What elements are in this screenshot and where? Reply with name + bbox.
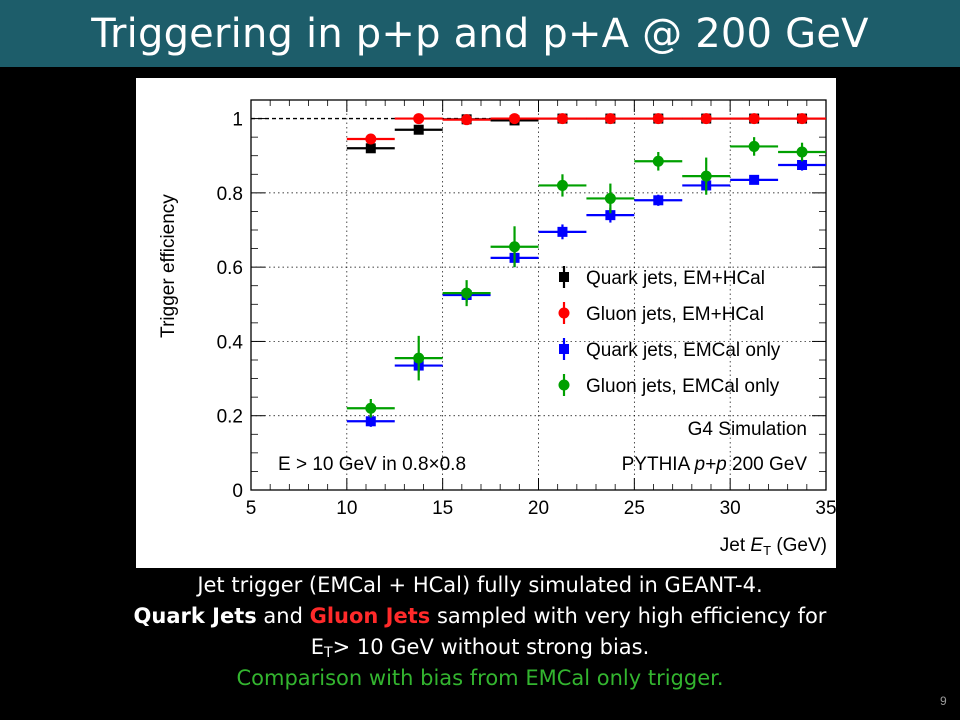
legend-label: Quark jets, EMCal only (586, 340, 781, 361)
data-point-circle (461, 287, 473, 299)
x-axis-label-unit: (GeV) (771, 535, 827, 556)
legend-item-4: Gluon jets, EMCal only (558, 374, 780, 397)
data-point-circle (796, 113, 808, 125)
data-point-square (653, 195, 664, 206)
slide-number: 9 (940, 694, 947, 708)
x-axis-label-pre: Jet (720, 535, 751, 556)
legend-item-2: Gluon jets, EM+HCal (558, 302, 764, 325)
data-point-circle (700, 170, 712, 182)
data-point-square (557, 226, 568, 237)
data-point-circle (604, 192, 616, 204)
annotation-pythia-process: p+p (693, 454, 726, 475)
data-series (346, 113, 826, 427)
data-point-square (749, 174, 760, 185)
y-axis-label: Trigger efficiency (158, 194, 179, 338)
legend-label: Gluon jets, EM+HCal (586, 304, 764, 325)
legend-item-3: Quark jets, EMCal only (559, 338, 781, 361)
caption-and: and (256, 604, 310, 628)
y-tick-label: 0 (232, 481, 243, 502)
x-axis-label-var: E (750, 535, 763, 556)
series-4 (346, 137, 826, 418)
caption-gluon-jets: Gluon Jets (309, 604, 431, 628)
caption-line-3: ET> 10 GeV without strong bias. (0, 632, 960, 663)
data-point-circle (365, 133, 377, 145)
x-tick-label: 25 (624, 498, 645, 519)
y-tick-label: 0.2 (217, 407, 243, 428)
data-point-circle (509, 241, 521, 253)
data-point-circle (700, 113, 712, 125)
x-tick-label: 30 (720, 498, 741, 519)
data-point-circle (365, 402, 377, 414)
y-tick-label: 0.6 (217, 258, 243, 279)
legend-marker-square (559, 272, 569, 282)
caption-quark-jets: Quark Jets (133, 604, 257, 628)
data-point-square (605, 210, 616, 221)
y-tick-label: 0.4 (217, 332, 244, 353)
x-ticks: 5 10 15 20 25 30 35 (246, 100, 836, 519)
x-tick-label: 10 (336, 498, 357, 519)
y-tick-label: 1 (232, 110, 243, 131)
caption-line-4: Comparison with bias from EMCal only tri… (236, 666, 724, 690)
x-axis-label-sub: T (763, 543, 771, 558)
data-point-square (413, 124, 424, 135)
caption-line-2-rest: sampled with very high efficiency for (430, 604, 827, 628)
data-point-circle (652, 155, 664, 167)
annotation-pythia: PYTHIA p+p 200 GeV (622, 454, 808, 475)
data-point-circle (413, 352, 425, 364)
legend-marker-square (559, 344, 569, 354)
x-axis-label: Jet ET (GeV) (720, 535, 827, 558)
annotation-energy-cut: E > 10 GeV in 0.8×0.8 (278, 454, 466, 475)
annotation-g4: G4 Simulation (688, 419, 807, 440)
data-point-square (797, 160, 808, 170)
x-tick-label: 20 (528, 498, 549, 519)
y-tick-label: 0.8 (217, 184, 243, 205)
legend-label: Quark jets, EM+HCal (586, 268, 765, 289)
data-point-square (365, 416, 376, 427)
x-tick-label: 35 (815, 498, 836, 519)
caption-line-1: Jet trigger (EMCal + HCal) fully simulat… (197, 573, 763, 597)
legend-marker-circle (558, 379, 570, 391)
slide-title: Triggering in p+p and p+A @ 200 GeV (91, 10, 869, 57)
data-point-circle (796, 146, 808, 158)
legend-marker-circle (558, 307, 570, 319)
data-point-circle (556, 113, 568, 125)
efficiency-chart: 5 10 15 20 25 30 35 0 0.2 0.4 0.6 0.8 1 Quark jets,… (158, 99, 836, 558)
data-point-circle (748, 113, 760, 125)
data-point-circle (556, 179, 568, 191)
data-point-circle (461, 114, 473, 126)
series-2 (346, 113, 826, 145)
x-tick-label: 15 (432, 498, 453, 519)
data-point-circle (509, 113, 521, 125)
data-point-circle (604, 113, 616, 125)
chart-panel: 5 10 15 20 25 30 35 0 0.2 0.4 0.6 0.8 1 Quark jets,… (136, 78, 836, 568)
data-point-circle (652, 113, 664, 125)
caption: Jet trigger (EMCal + HCal) fully simulat… (0, 570, 960, 694)
legend: Quark jets, EM+HCal Gluon jets, EM+HCal Qu… (558, 266, 781, 397)
x-tick-label: 5 (246, 498, 257, 519)
caption-et-sub: T (324, 645, 333, 661)
data-point-circle (748, 140, 760, 152)
annotation-pythia-pre: PYTHIA (622, 454, 695, 475)
caption-line-3-rest: > 10 GeV without strong bias. (332, 635, 650, 659)
data-point-circle (413, 113, 425, 125)
title-bar: Triggering in p+p and p+A @ 200 GeV (0, 0, 960, 67)
legend-item-1: Quark jets, EM+HCal (559, 266, 765, 289)
y-ticks: 0 0.2 0.4 0.6 0.8 1 (217, 110, 826, 502)
annotation-pythia-post: 200 GeV (727, 454, 808, 475)
caption-line-2: Quark Jets and Gluon Jets sampled with v… (0, 601, 960, 632)
legend-label: Gluon jets, EMCal only (586, 376, 780, 397)
caption-et-e: E (310, 635, 325, 659)
data-point-square (365, 143, 376, 154)
